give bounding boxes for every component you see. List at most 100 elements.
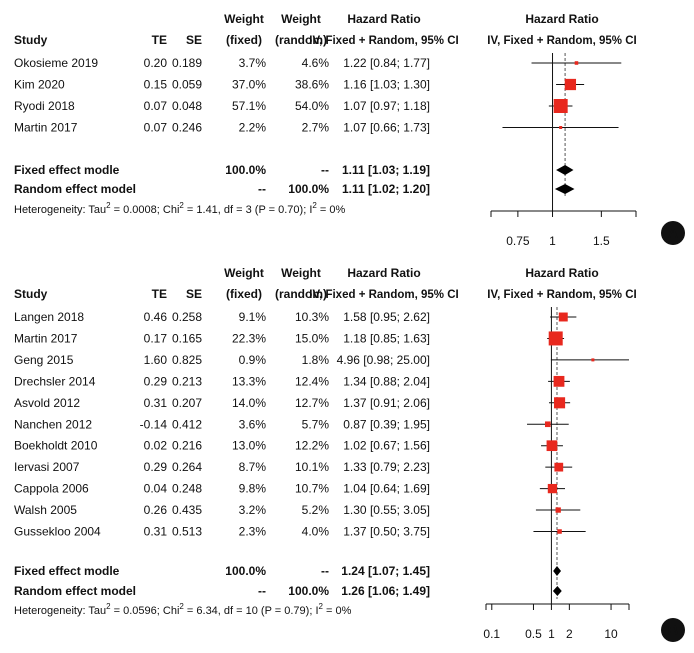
summary-ci: 1.24 [1.07; 1.45] [341,564,430,578]
panel-badge [661,618,685,642]
x-tick-label: 0.75 [506,234,530,248]
summary-ci: 1.11 [1.03; 1.19] [342,163,430,177]
study-ci: 1.04 [0.64; 1.69] [343,482,430,496]
header-se: SE [186,287,202,301]
heterogeneity-segment: = 0.0008; Chi [111,204,180,216]
summary-weight-fixed: -- [258,584,266,598]
study-se: 0.246 [172,121,202,135]
heterogeneity-superscript: 2 [179,602,184,611]
study-weight-fixed: 13.0% [232,439,266,453]
header-te: TE [152,287,167,301]
study-ci: 1.30 [0.55; 3.05] [343,503,430,517]
x-tick-label: 10 [604,627,618,641]
summary-weight-fixed: 100.0% [225,564,266,578]
study-weight-random: 54.0% [295,99,329,113]
panel-label: A [668,225,678,241]
study-ci: 1.02 [0.67; 1.56] [343,439,430,453]
header-te: TE [152,33,167,47]
study-weight-random: 4.6% [302,56,330,70]
heterogeneity-superscript: 2 [106,201,111,210]
effect-square [548,331,563,346]
study-ci: 1.37 [0.91; 2.06] [343,396,430,410]
study-ci: 1.33 [0.79; 2.23] [343,460,430,474]
header-se: SE [186,33,202,47]
study-ci: 1.22 [0.84; 1.77] [343,56,430,70]
study-te: 0.46 [144,310,168,324]
effect-square [564,78,577,91]
header-weight-fixed-1: Weight [224,266,264,280]
study-te: 0.31 [144,396,168,410]
heterogeneity-segment: Heterogeneity: Tau [14,605,106,617]
study-weight-random: 12.2% [295,439,329,453]
study-name: Drechsler 2014 [14,374,96,388]
study-weight-random: 10.1% [295,460,329,474]
summary-weight-random: 100.0% [288,182,329,196]
study-se: 0.213 [172,374,202,388]
heterogeneity-superscript: 2 [312,201,317,210]
summary-ci: 1.11 [1.02; 1.20] [342,182,430,196]
study-weight-random: 2.7% [302,121,330,135]
study-te: 0.04 [144,482,168,496]
study-name: Gussekloo 2004 [14,525,101,539]
study-weight-fixed: 3.7% [239,56,267,70]
summary-diamond [553,566,562,576]
study-name: Nanchen 2012 [14,417,92,431]
heterogeneity-superscript: 2 [179,201,184,210]
study-ci: 1.16 [1.03; 1.30] [343,78,430,92]
plot-subtitle: IV, Fixed + Random, 95% CI [487,35,636,47]
study-se: 0.435 [172,503,202,517]
study-te: 0.17 [144,331,168,345]
summary-name: Random effect model [14,584,136,598]
header-weight-fixed-1: Weight [224,12,264,26]
study-ci: 1.34 [0.88; 2.04] [343,374,430,388]
summary-name: Fixed effect modle [14,163,120,177]
study-se: 0.264 [172,460,202,474]
x-tick-label: 2 [566,627,573,641]
study-weight-random: 10.7% [295,482,329,496]
study-weight-random: 12.7% [295,396,329,410]
study-ci: 4.96 [0.98; 25.00] [337,353,430,367]
study-name: Boekholdt 2010 [14,439,98,453]
effect-square [547,483,558,494]
study-name: Geng 2015 [14,353,74,367]
effect-square [559,126,563,129]
header-hazard-ratio-2: IV, Fixed + Random, 95% CI [309,35,458,47]
study-se: 0.216 [172,439,202,453]
effect-square [553,99,568,113]
study-weight-fixed: 3.2% [239,503,267,517]
effect-square [553,375,565,387]
study-te: 0.26 [144,503,168,517]
header-hazard-ratio-1: Hazard Ratio [347,12,420,26]
study-se: 0.059 [172,78,202,92]
study-name: Ryodi 2018 [14,99,75,113]
effect-square [557,529,562,534]
study-weight-random: 4.0% [302,525,330,539]
study-weight-fixed: 22.3% [232,331,266,345]
study-ci: 1.07 [0.66; 1.73] [343,121,430,135]
header-hazard-ratio-2: IV, Fixed + Random, 95% CI [309,289,458,301]
study-weight-fixed: 13.3% [232,374,266,388]
study-ci: 1.18 [0.85; 1.63] [343,331,430,345]
effect-square [558,312,568,322]
header-weight-random-1: Weight [281,266,321,280]
study-se: 0.825 [172,353,202,367]
study-se: 0.513 [172,525,202,539]
panel-label: B [668,622,678,638]
study-se: 0.048 [172,99,202,113]
heterogeneity-superscript: 2 [106,602,111,611]
header-study: Study [14,33,48,47]
study-se: 0.412 [172,417,202,431]
header-weight-fixed-2: (fixed) [226,33,262,47]
study-weight-fixed: 8.7% [239,460,267,474]
x-tick-label: 0.5 [525,627,542,641]
study-weight-random: 5.7% [302,417,330,431]
study-se: 0.189 [172,56,202,70]
study-weight-fixed: 2.2% [239,121,267,135]
summary-weight-random: -- [321,163,329,177]
study-ci: 1.07 [0.97; 1.18] [343,99,430,113]
summary-diamond [552,586,562,596]
effect-square [544,421,551,428]
effect-square [591,358,595,362]
effect-square [574,61,579,65]
